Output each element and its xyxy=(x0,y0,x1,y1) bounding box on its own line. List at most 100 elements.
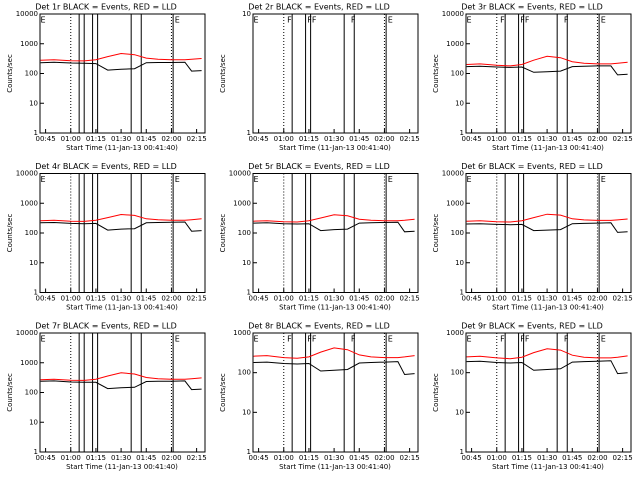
plot-frame xyxy=(465,173,632,293)
event-label: E xyxy=(467,335,472,344)
event-label: FF xyxy=(520,335,530,344)
y-tick-label: 10 xyxy=(29,418,38,426)
data-line xyxy=(40,380,202,391)
y-tick-label: 1000 xyxy=(20,40,38,48)
event-label: F xyxy=(500,335,505,344)
chart-title: Det 7r BLACK = Events, RED = LLD xyxy=(35,322,177,331)
event-label: E xyxy=(41,335,46,344)
x-axis-label: Start Time (11-Jan-13 00:41:40) xyxy=(279,463,391,471)
event-label: E xyxy=(254,175,259,184)
x-tick-label: 01:15 xyxy=(512,454,532,462)
plot-frame xyxy=(252,332,419,453)
plot-frame xyxy=(39,173,206,293)
x-tick-label: 01:45 xyxy=(562,135,582,143)
event-label: E xyxy=(254,16,259,25)
y-tick-label: 10 xyxy=(455,408,464,416)
x-tick-label: 02:00 xyxy=(161,135,181,143)
y-tick-label: 10 xyxy=(29,99,38,107)
x-axis-label: Start Time (11-Jan-13 00:41:40) xyxy=(66,304,178,312)
event-label: E xyxy=(41,16,46,25)
y-tick-label: 10 xyxy=(242,408,251,416)
data-line xyxy=(466,222,628,233)
x-tick-label: 01:15 xyxy=(299,454,319,462)
x-tick-label: 00:45 xyxy=(35,295,55,303)
x-axis-label: Start Time (11-Jan-13 00:41:40) xyxy=(279,144,391,152)
data-line xyxy=(40,52,202,62)
chart-title: Det 8r BLACK = Events, RED = LLD xyxy=(248,322,390,331)
x-tick-label: 01:00 xyxy=(61,454,81,462)
x-tick-label: 02:15 xyxy=(400,454,420,462)
x-tick-label: 02:15 xyxy=(613,135,633,143)
y-tick-label: 100 xyxy=(451,229,464,237)
event-label: F xyxy=(564,16,569,25)
x-tick-label: 01:30 xyxy=(537,135,557,143)
x-tick-label: 01:30 xyxy=(111,135,131,143)
y-axis-label: Counts/sec xyxy=(432,214,440,253)
x-tick-label: 01:00 xyxy=(61,135,81,143)
x-tick-label: 02:15 xyxy=(187,135,207,143)
x-tick-label: 01:15 xyxy=(299,295,319,303)
x-tick-label: 01:30 xyxy=(537,295,557,303)
x-tick-label: 01:30 xyxy=(537,454,557,462)
x-tick-label: 01:00 xyxy=(487,295,507,303)
y-tick-label: 1000 xyxy=(233,329,251,337)
y-tick-label: 10000 xyxy=(16,329,38,337)
x-tick-label: 02:15 xyxy=(400,135,420,143)
chart-title: Det 5r BLACK = Events, RED = LLD xyxy=(248,162,390,171)
x-tick-label: 01:15 xyxy=(299,135,319,143)
x-tick-label: 02:15 xyxy=(613,295,633,303)
chart-title: Det 4r BLACK = Events, RED = LLD xyxy=(35,162,177,171)
x-tick-label: 01:30 xyxy=(324,454,344,462)
x-tick-label: 00:45 xyxy=(461,295,481,303)
x-tick-label: 02:15 xyxy=(187,295,207,303)
y-tick-label: 1000 xyxy=(20,199,38,207)
y-tick-label: 1000 xyxy=(233,199,251,207)
event-label: E xyxy=(601,175,606,184)
x-tick-label: 00:45 xyxy=(248,135,268,143)
x-axis-label: Start Time (11-Jan-13 00:41:40) xyxy=(279,304,391,312)
y-tick-label: 10 xyxy=(455,259,464,267)
data-line xyxy=(466,360,628,375)
x-tick-label: 02:00 xyxy=(374,295,394,303)
chart-title: Det 3r BLACK = Events, RED = LLD xyxy=(461,3,603,12)
y-axis-label: Counts/sec xyxy=(6,54,14,93)
x-tick-label: 01:45 xyxy=(136,295,156,303)
event-label: E xyxy=(254,335,259,344)
x-tick-label: 00:45 xyxy=(35,454,55,462)
y-axis-label: Counts/sec xyxy=(219,373,227,412)
y-tick-label: 100 xyxy=(451,369,464,377)
event-label: E xyxy=(467,16,472,25)
x-tick-label: 00:45 xyxy=(248,454,268,462)
x-tick-label: 01:15 xyxy=(86,454,106,462)
plot-frame xyxy=(465,13,632,134)
event-label: F xyxy=(287,335,292,344)
y-tick-label: 1000 xyxy=(446,329,464,337)
y-tick-label: 10 xyxy=(455,99,464,107)
x-tick-label: 01:00 xyxy=(487,454,507,462)
y-tick-label: 10000 xyxy=(16,10,38,18)
plot-frame xyxy=(39,13,206,134)
x-tick-label: 02:15 xyxy=(400,295,420,303)
y-axis-label: Counts/sec xyxy=(432,373,440,412)
x-tick-label: 02:00 xyxy=(587,135,607,143)
event-label: E xyxy=(175,16,180,25)
y-axis-label: Counts/sec xyxy=(432,54,440,93)
chart-title: Det 2r BLACK = Events, RED = LLD xyxy=(248,3,390,12)
x-tick-label: 01:00 xyxy=(274,295,294,303)
data-line xyxy=(253,214,415,223)
y-tick-label: 1 xyxy=(34,448,38,456)
event-label: F xyxy=(564,335,569,344)
x-tick-label: 01:00 xyxy=(487,135,507,143)
x-tick-label: 02:00 xyxy=(587,295,607,303)
x-tick-label: 00:45 xyxy=(461,454,481,462)
x-tick-label: 02:00 xyxy=(161,295,181,303)
x-tick-label: 01:00 xyxy=(274,135,294,143)
y-tick-label: 1 xyxy=(460,289,464,297)
event-label: E xyxy=(175,335,180,344)
x-tick-label: 00:45 xyxy=(35,135,55,143)
x-tick-label: 02:15 xyxy=(613,454,633,462)
y-tick-label: 100 xyxy=(238,369,251,377)
x-tick-label: 01:00 xyxy=(274,454,294,462)
event-label: F xyxy=(287,16,292,25)
